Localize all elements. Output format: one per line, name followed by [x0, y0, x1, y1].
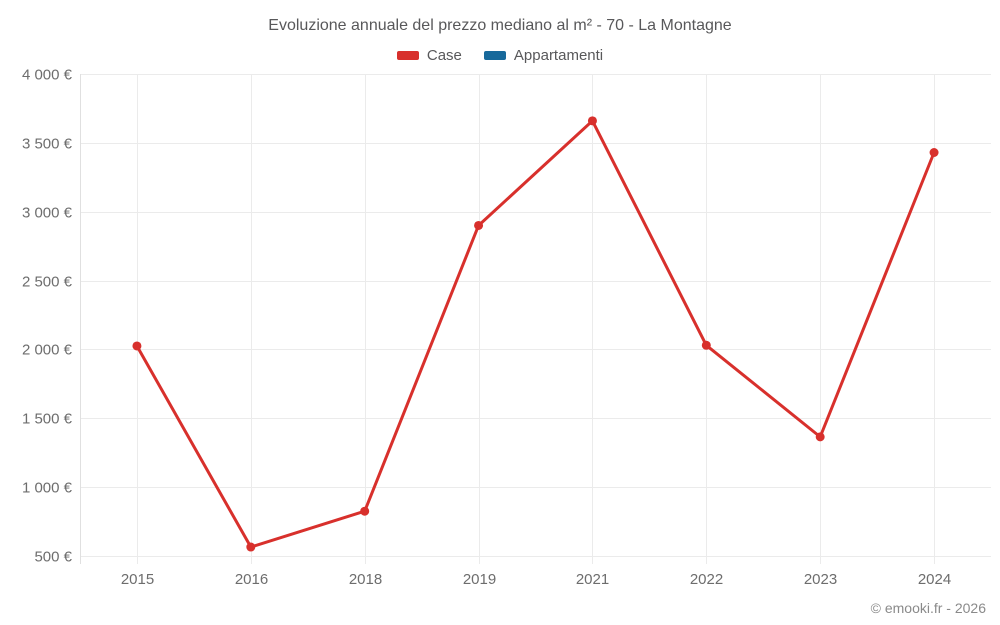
x-tick-label: 2024 — [918, 571, 951, 588]
y-tick-label: 1 000 € — [22, 480, 73, 497]
y-tick-label: 500 € — [34, 549, 72, 566]
x-tick-label: 2019 — [463, 571, 496, 588]
attribution: © emooki.fr - 2026 — [870, 600, 986, 616]
y-tick-label: 1 500 € — [22, 411, 73, 428]
chart-title: Evoluzione annuale del prezzo mediano al… — [268, 17, 732, 34]
x-tick-label: 2018 — [349, 571, 382, 588]
legend-item-case[interactable]: Case — [396, 47, 462, 64]
case-point[interactable] — [701, 340, 711, 350]
case-point[interactable] — [815, 432, 825, 442]
x-tick-label: 2022 — [690, 571, 723, 588]
case-point[interactable] — [587, 116, 597, 126]
case-point[interactable] — [132, 341, 142, 351]
y-tick-label: 4 000 € — [22, 67, 73, 84]
legend: Case Appartamenti — [0, 47, 1000, 64]
y-tick-label: 3 500 € — [22, 136, 73, 153]
legend-label: Case — [426, 47, 462, 64]
case-point[interactable] — [246, 542, 256, 552]
case-line — [135, 119, 936, 549]
y-tick-label: 2 500 € — [22, 274, 73, 291]
legend-item-appartamenti[interactable]: Appartamenti — [483, 47, 604, 64]
case-point[interactable] — [360, 506, 370, 516]
x-tick-label: 2015 — [121, 571, 154, 588]
y-tick-label: 2 000 € — [22, 342, 73, 359]
y-tick-label: 3 000 € — [22, 205, 73, 222]
x-tick-label: 2016 — [235, 571, 268, 588]
legend-swatch — [483, 51, 506, 60]
case-point[interactable] — [474, 220, 484, 230]
x-tick-label: 2021 — [576, 571, 609, 588]
x-tick-label: 2023 — [804, 571, 837, 588]
legend-swatch — [396, 51, 419, 60]
legend-label: Appartamenti — [513, 47, 604, 64]
case-point[interactable] — [929, 147, 939, 157]
